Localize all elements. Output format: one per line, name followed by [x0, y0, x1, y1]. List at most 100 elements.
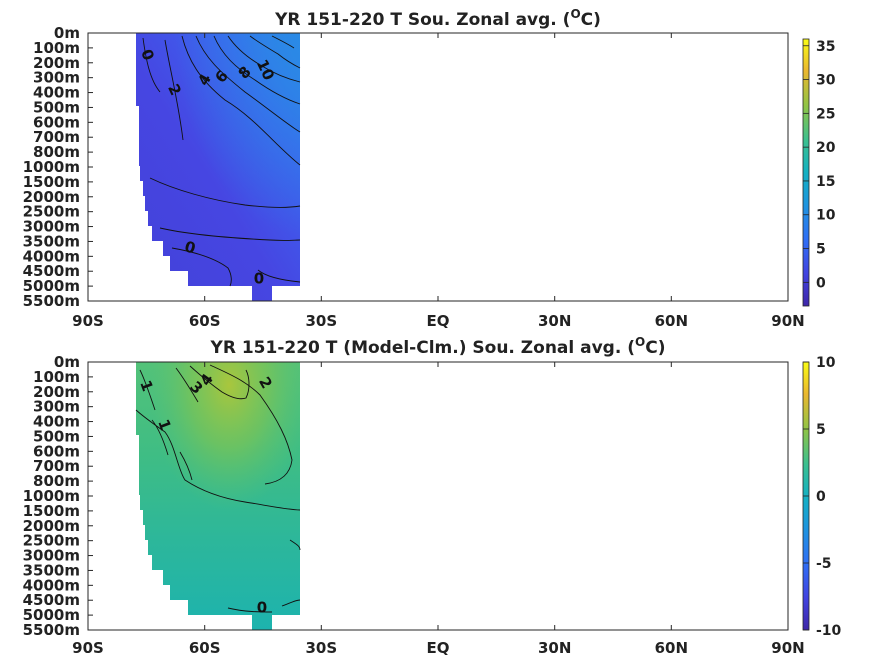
colorbar-tick-label: 0 — [816, 275, 826, 291]
y-tick-label: 4500m — [23, 591, 80, 609]
chart-title-main: YR 151-220 T Sou. Zonal avg. ( — [274, 10, 570, 30]
contour-line — [189, 365, 250, 400]
x-tick-label: EQ — [427, 639, 450, 656]
y-tick-label: 3000m — [23, 547, 80, 565]
y-tick-label: 5500m — [23, 292, 80, 310]
y-tick-label: 5000m — [23, 606, 80, 624]
contour-label: 0 — [183, 237, 198, 257]
y-tick-label: 4000m — [23, 247, 80, 265]
x-tick-label: 30S — [305, 312, 337, 330]
y-tick-label: 600m — [33, 442, 80, 460]
chart-title-unit: C) — [581, 10, 601, 30]
colorbar-tick-label: 30 — [816, 73, 836, 89]
y-tick-label: 400m — [33, 84, 80, 102]
chart-temperature-anomaly-zonal-avg: YR 151-220 T (Model-Clm.) Sou. Zonal avg… — [23, 335, 842, 656]
contour-label: 0 — [257, 599, 267, 617]
x-tick-label: 30N — [538, 639, 571, 656]
y-tick-label: 500m — [33, 427, 80, 445]
y-tick-label: 1000m — [23, 158, 80, 176]
colorbar-tick-label: -10 — [816, 623, 842, 639]
contour-line — [257, 269, 301, 283]
x-tick-label: 90S — [72, 639, 104, 656]
colorbar-tick-label: 35 — [816, 39, 835, 55]
y-tick-label: 1500m — [23, 502, 80, 520]
colorbar-tick-label: 10 — [816, 355, 836, 371]
colorbar-tick-label: 20 — [816, 140, 836, 156]
x-tick-label: 90N — [771, 639, 804, 656]
contour-line — [213, 35, 301, 105]
contour-line — [209, 364, 293, 485]
colorbar-tick-label: 5 — [816, 242, 826, 258]
chart-title-main: YR 151-220 T (Model-Clm.) Sou. Zonal avg… — [210, 338, 636, 358]
y-tick-label: 700m — [33, 128, 80, 146]
contour-line — [289, 539, 301, 551]
y-tick-label: 3500m — [23, 561, 80, 579]
colorbar-tick-label: 5 — [816, 422, 826, 438]
contour-line — [227, 607, 273, 613]
y-tick-label: 300m — [33, 398, 80, 416]
colorbar-tick-label: 15 — [816, 174, 835, 190]
contour-line — [159, 227, 301, 241]
contour-line — [135, 409, 301, 511]
y-tick-label: 1500m — [23, 173, 80, 191]
x-tick-label: 60S — [189, 639, 221, 656]
contour-line — [271, 35, 295, 49]
contour-line — [171, 247, 232, 287]
contour-line — [249, 35, 301, 69]
y-tick-label: 600m — [33, 113, 80, 131]
colorbar-tick-label: 25 — [816, 106, 835, 122]
x-tick-label: 30N — [538, 312, 571, 330]
chart-title: YR 151-220 T Sou. Zonal avg. (OC) — [274, 7, 601, 30]
y-tick-label: 0m — [54, 353, 80, 371]
chart-title: YR 151-220 T (Model-Clm.) Sou. Zonal avg… — [210, 335, 666, 358]
x-tick-label: EQ — [427, 312, 450, 330]
chart-title-degree: O — [635, 335, 645, 349]
y-tick-label: 100m — [33, 368, 80, 386]
x-tick-label: 60S — [189, 312, 221, 330]
x-tick-label: 90S — [72, 312, 104, 330]
y-tick-label: 800m — [33, 472, 80, 490]
y-tick-label: 2500m — [23, 532, 80, 550]
colorbar — [802, 38, 810, 307]
contour-line — [179, 451, 193, 481]
y-tick-label: 500m — [33, 98, 80, 116]
contour-lines — [135, 364, 301, 613]
x-tick-label: 60N — [655, 639, 688, 656]
colorbar-tick-label: -5 — [816, 556, 832, 572]
y-tick-label: 2000m — [23, 517, 80, 535]
contour-line — [164, 39, 184, 141]
y-tick-label: 2500m — [23, 203, 80, 221]
contour-line — [195, 35, 301, 133]
x-tick-label: 90N — [771, 312, 804, 330]
contour-lines — [142, 35, 301, 287]
y-tick-label: 200m — [33, 383, 80, 401]
x-tick-label: 30S — [305, 639, 337, 656]
y-tick-label: 800m — [33, 143, 80, 161]
y-tick-label: 0m — [54, 24, 80, 42]
contour-line — [151, 419, 169, 456]
chart-title-degree: O — [570, 7, 580, 21]
contour-line — [281, 599, 301, 607]
y-tick-label: 300m — [33, 69, 80, 87]
contour-line — [149, 177, 301, 208]
y-tick-label: 4000m — [23, 576, 80, 594]
y-tick-label: 400m — [33, 413, 80, 431]
y-tick-label: 2000m — [23, 188, 80, 206]
y-tick-label: 200m — [33, 54, 80, 72]
contour-line — [142, 37, 161, 93]
y-tick-label: 1000m — [23, 487, 80, 505]
y-tick-label: 5000m — [23, 277, 80, 295]
y-tick-label: 4500m — [23, 262, 80, 280]
y-tick-label: 3500m — [23, 232, 80, 250]
y-tick-label: 5500m — [23, 621, 80, 639]
contour-line — [181, 35, 301, 166]
contour-label: 0 — [254, 270, 264, 288]
y-tick-label: 700m — [33, 457, 80, 475]
chart-title-unit: C) — [645, 338, 665, 358]
y-tick-label: 100m — [33, 39, 80, 57]
contour-line — [139, 369, 156, 411]
contour-line — [175, 367, 199, 403]
colorbar-tick-label: 0 — [816, 489, 826, 505]
